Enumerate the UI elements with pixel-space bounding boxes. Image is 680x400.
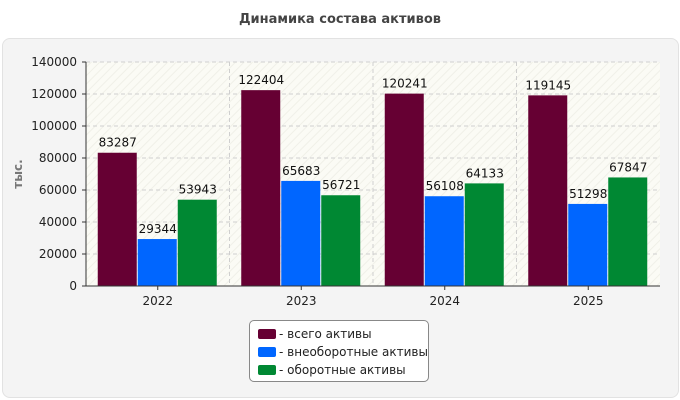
bar-внеоборотные-активы-2024 — [424, 196, 464, 286]
data-label-всего-активы-2022: 83287 — [99, 136, 137, 150]
y-axis-title: тыс. — [11, 159, 25, 188]
bar-внеоборотные-активы-2022 — [137, 239, 177, 286]
bar-оборотные-активы-2022 — [177, 199, 217, 286]
chart-legend: - всего активы - внеоборотные активы - о… — [249, 320, 429, 382]
legend-label-total-assets: - всего активы — [279, 327, 372, 341]
legend-label-noncurrent-assets: - внеоборотные активы — [279, 345, 428, 359]
bar-всего-активы-2025 — [528, 95, 568, 286]
y-tick-label: 60000 — [39, 183, 77, 197]
legend-item-noncurrent-assets: - внеоборотные активы — [258, 343, 428, 361]
x-tick-label: 2024 — [429, 294, 460, 308]
x-tick-label: 2025 — [573, 294, 604, 308]
data-label-оборотные-активы-2025: 67847 — [609, 160, 647, 174]
bar-внеоборотные-активы-2025 — [568, 203, 608, 286]
legend-item-current-assets: - оборотные активы — [258, 361, 428, 379]
data-label-внеоборотные-активы-2025: 51298 — [569, 187, 607, 201]
y-tick-label: 100000 — [31, 119, 77, 133]
y-tick-label: 140000 — [31, 55, 77, 69]
data-label-оборотные-активы-2024: 64133 — [466, 166, 504, 180]
legend-swatch-current-assets — [258, 365, 276, 375]
bar-внеоборотные-активы-2023 — [281, 180, 321, 286]
y-tick-label: 80000 — [39, 151, 77, 165]
bar-всего-активы-2022 — [97, 152, 137, 286]
y-tick-label: 20000 — [39, 247, 77, 261]
bar-всего-активы-2023 — [241, 90, 281, 287]
bar-оборотные-активы-2025 — [608, 177, 648, 286]
y-tick-label: 40000 — [39, 215, 77, 229]
y-tick-label: 120000 — [31, 87, 77, 101]
legend-swatch-total-assets — [258, 329, 276, 339]
legend-item-total-assets: - всего активы — [258, 325, 428, 343]
chart-title: Динамика состава активов — [238, 12, 442, 27]
bar-оборотные-активы-2023 — [321, 195, 361, 286]
legend-label-current-assets: - оборотные активы — [279, 363, 406, 377]
data-label-внеоборотные-активы-2022: 29344 — [139, 222, 177, 236]
x-tick-label: 2023 — [286, 294, 317, 308]
x-tick-label: 2022 — [142, 294, 173, 308]
data-label-внеоборотные-активы-2023: 65683 — [282, 164, 320, 178]
data-label-внеоборотные-активы-2024: 56108 — [426, 179, 464, 193]
data-label-всего-активы-2023: 122404 — [238, 73, 284, 87]
data-label-всего-активы-2025: 119145 — [525, 78, 571, 92]
data-label-оборотные-активы-2022: 53943 — [179, 183, 217, 197]
data-label-оборотные-активы-2023: 56721 — [322, 178, 360, 192]
bar-всего-активы-2024 — [384, 93, 424, 286]
bar-оборотные-активы-2024 — [464, 183, 504, 286]
data-label-всего-активы-2024: 120241 — [382, 77, 428, 91]
legend-swatch-noncurrent-assets — [258, 347, 276, 357]
y-tick-label: 0 — [69, 279, 77, 293]
